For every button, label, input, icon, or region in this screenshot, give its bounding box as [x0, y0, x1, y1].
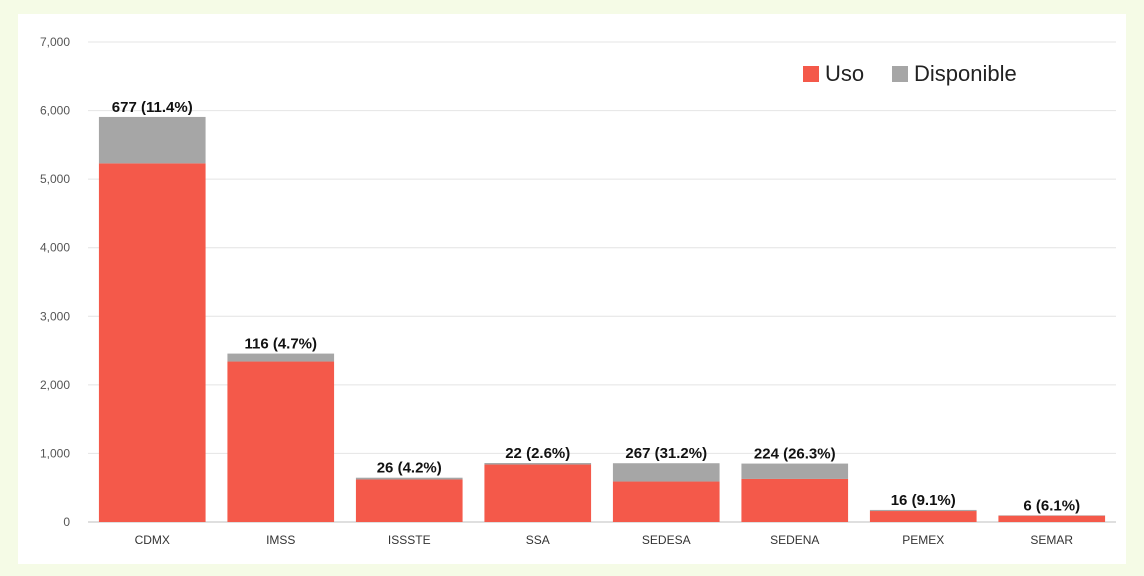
bar-disponible-ssa — [484, 463, 592, 465]
bar-uso-pemex — [869, 511, 977, 522]
x-category-label: SEDESA — [642, 533, 691, 547]
x-category-label: CDMX — [135, 533, 170, 547]
data-label: 22 (2.6%) — [505, 445, 570, 462]
data-label: 116 (4.7%) — [244, 336, 317, 353]
x-category-label: SSA — [526, 533, 550, 547]
y-tick-label: 0 — [63, 515, 70, 529]
x-category-label: PEMEX — [902, 533, 944, 547]
bar-disponible-imss — [227, 353, 335, 362]
legend-swatch-uso — [803, 66, 819, 82]
y-tick-label: 6,000 — [40, 104, 70, 118]
data-label: 224 (26.3%) — [754, 446, 836, 463]
stacked-bar-chart: 0 1,000 2,000 3,000 4,000 5,000 6,000 7,000 677… — [40, 35, 1116, 547]
data-label: 267 (31.2%) — [625, 445, 707, 462]
x-category-label: IMSS — [266, 533, 295, 547]
bar-disponible-cdmx — [98, 116, 206, 164]
bar-uso-ssa — [484, 464, 592, 522]
bar-uso-sedesa — [612, 481, 720, 522]
legend-label-uso: Uso — [825, 61, 864, 86]
bar-disponible-sedena — [741, 463, 849, 479]
bar-disponible-sedesa — [612, 463, 720, 482]
y-axis-ticks: 0 1,000 2,000 3,000 4,000 5,000 6,000 7,000 — [40, 35, 70, 529]
y-tick-label: 5,000 — [40, 172, 70, 186]
bar-uso-imss — [227, 361, 335, 522]
bar-uso-sedena — [741, 478, 849, 522]
y-tick-label: 1,000 — [40, 446, 70, 460]
data-label: 6 (6.1%) — [1023, 497, 1080, 514]
data-label: 26 (4.2%) — [377, 460, 442, 477]
data-label: 677 (11.4%) — [112, 99, 193, 116]
legend-label-disponible: Disponible — [914, 61, 1017, 86]
y-tick-label: 7,000 — [40, 35, 70, 49]
y-tick-label: 4,000 — [40, 241, 70, 255]
data-labels: 677 (11.4%) 116 (4.7%) 26 (4.2%) 22 (2.6%) 2… — [112, 99, 1080, 514]
bar-disponible-pemex — [869, 509, 977, 512]
x-axis-categories: CDMX IMSS ISSSTE SSA SEDESA SEDENA PEMEX SEMAR — [135, 533, 1074, 547]
data-label: 16 (9.1%) — [891, 492, 956, 509]
legend: Uso Disponible — [803, 61, 1017, 86]
x-category-label: SEDENA — [770, 533, 819, 547]
chart-card: 0 1,000 2,000 3,000 4,000 5,000 6,000 7,000 677… — [18, 14, 1126, 564]
bars — [98, 116, 1106, 522]
bar-uso-cdmx — [98, 163, 206, 522]
legend-swatch-disponible — [892, 66, 908, 82]
bar-uso-semar — [998, 515, 1106, 522]
y-tick-label: 2,000 — [40, 378, 70, 392]
x-category-label: SEMAR — [1030, 533, 1073, 547]
bar-disponible-issste — [355, 477, 463, 480]
bar-uso-issste — [355, 479, 463, 522]
y-tick-label: 3,000 — [40, 309, 70, 323]
x-category-label: ISSSTE — [388, 533, 431, 547]
